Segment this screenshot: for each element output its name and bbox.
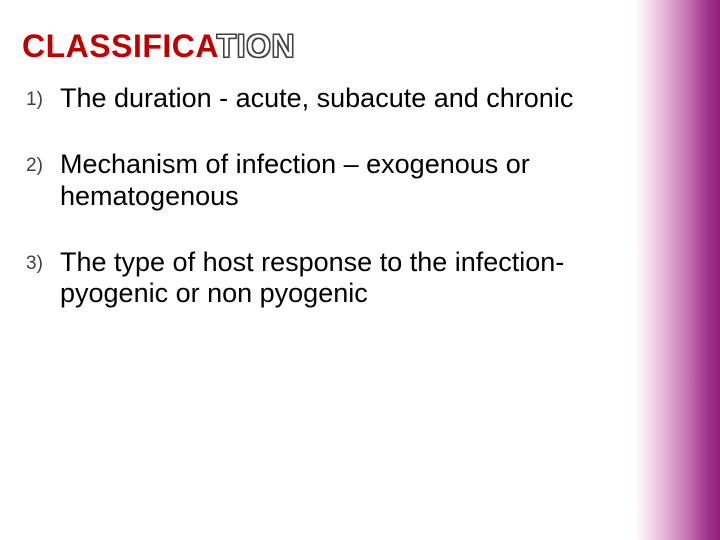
side-gradient-decoration (634, 0, 720, 540)
content-area: CLASSIFICATION 1) The duration - acute, … (0, 0, 634, 540)
list-marker: 3) (26, 247, 60, 275)
list-item-text: Mechanism of infection – exogenous or he… (60, 149, 614, 213)
list-item: 2) Mechanism of infection – exogenous or… (26, 149, 614, 213)
list-marker: 2) (26, 149, 60, 177)
slide: CLASSIFICATION 1) The duration - acute, … (0, 0, 720, 540)
list-item: 3) The type of host response to the infe… (26, 247, 614, 311)
list-item-text: The duration - acute, subacute and chron… (60, 83, 573, 115)
list-item-text: The type of host response to the infecti… (60, 247, 614, 311)
list-marker: 1) (26, 83, 60, 111)
title-text-fill: CLASSIFICA (22, 28, 217, 64)
list-item: 1) The duration - acute, subacute and ch… (26, 83, 614, 115)
classification-list: 1) The duration - acute, subacute and ch… (22, 83, 614, 310)
slide-title: CLASSIFICATION (22, 28, 614, 65)
title-text-outline: TION (217, 28, 295, 64)
